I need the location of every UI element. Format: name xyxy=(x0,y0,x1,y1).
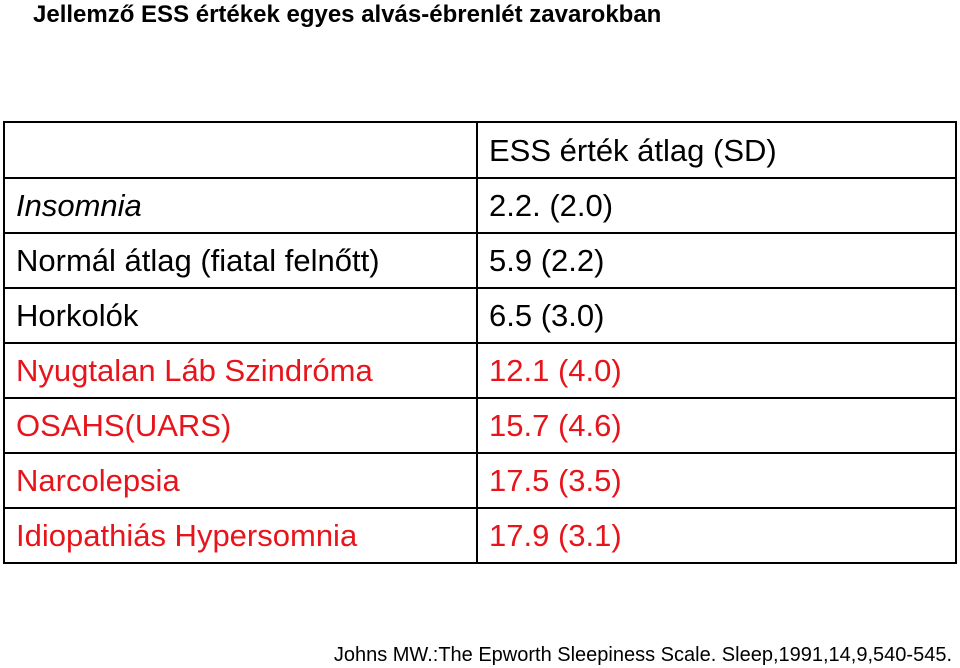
header-row: ESS érték átlag (SD) xyxy=(3,121,957,179)
citation: Johns MW.:The Epworth Sleepiness Scale. … xyxy=(333,644,952,666)
ess-table: ESS érték átlag (SD) Insomnia 2.2. (2.0) N… xyxy=(3,121,957,564)
disorder-cell: Narcolepsia xyxy=(3,452,478,509)
column-header: ESS érték átlag (SD) xyxy=(476,121,957,179)
slide-title: Jellemző ESS értékek egyes alvás-ébrenlé… xyxy=(33,1,662,28)
ess-value-cell: 15.7 (4.6) xyxy=(476,397,957,454)
ess-value-cell: 17.9 (3.1) xyxy=(476,507,957,564)
table-row: Horkolók 6.5 (3.0) xyxy=(3,287,957,344)
disorder-cell: Horkolók xyxy=(3,287,478,344)
table-row: Nyugtalan Láb Szindróma 12.1 (4.0) xyxy=(3,342,957,399)
table-row: Insomnia 2.2. (2.0) xyxy=(3,177,957,234)
ess-value-cell: 2.2. (2.0) xyxy=(476,177,957,234)
ess-value-cell: 6.5 (3.0) xyxy=(476,287,957,344)
empty-cell xyxy=(3,121,478,179)
disorder-cell: Insomnia xyxy=(3,177,478,234)
ess-value-cell: 12.1 (4.0) xyxy=(476,342,957,399)
disorder-cell: Idiopathiás Hypersomnia xyxy=(3,507,478,564)
table-row: Idiopathiás Hypersomnia 17.9 (3.1) xyxy=(3,507,957,564)
disorder-cell: OSAHS(UARS) xyxy=(3,397,478,454)
disorder-cell: Nyugtalan Láb Szindróma xyxy=(3,342,478,399)
ess-value-cell: 5.9 (2.2) xyxy=(476,232,957,289)
table-row: Narcolepsia 17.5 (3.5) xyxy=(3,452,957,509)
table-row: Normál átlag (fiatal felnőtt) 5.9 (2.2) xyxy=(3,232,957,289)
ess-value-cell: 17.5 (3.5) xyxy=(476,452,957,509)
table-row: OSAHS(UARS) 15.7 (4.6) xyxy=(3,397,957,454)
table-body: ESS érték átlag (SD) Insomnia 2.2. (2.0) N… xyxy=(3,121,957,564)
disorder-cell: Normál átlag (fiatal felnőtt) xyxy=(3,232,478,289)
